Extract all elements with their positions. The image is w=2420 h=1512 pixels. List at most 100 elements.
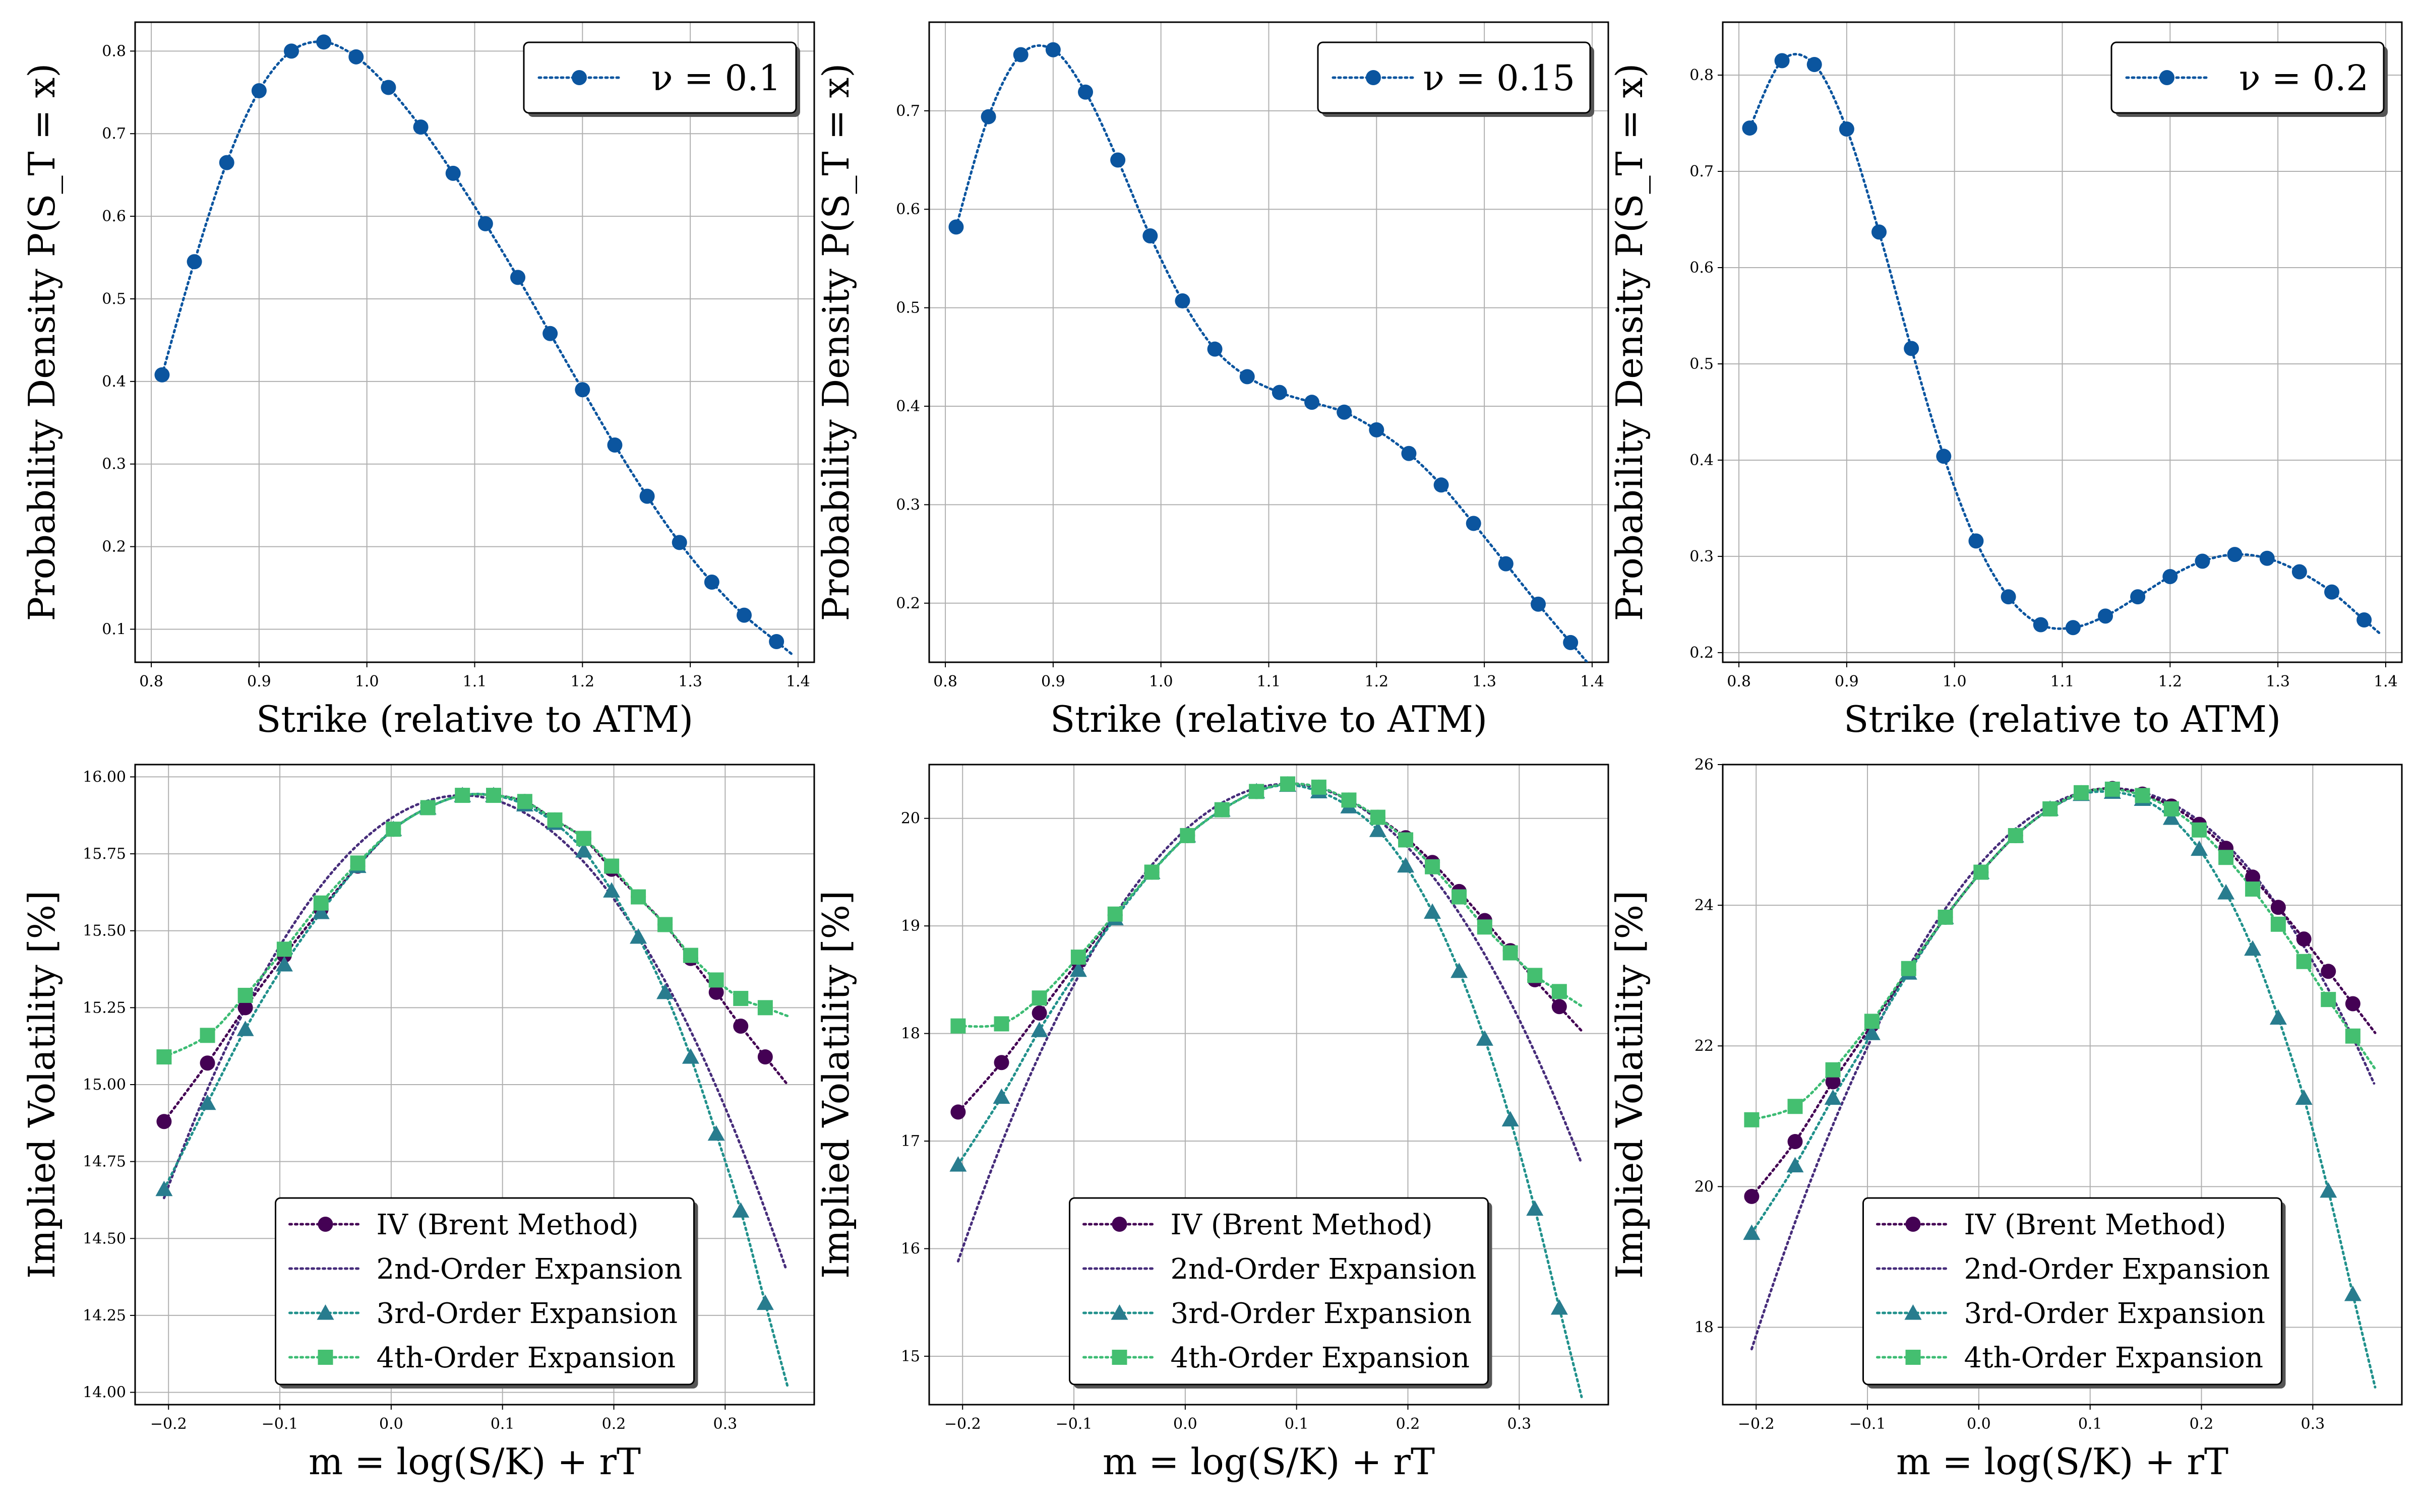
y-tick-label: 14.50 <box>83 1230 126 1247</box>
fourth-order-point <box>1477 919 1492 935</box>
y-tick-label: 16.00 <box>83 768 126 786</box>
y-tick-label: 20 <box>1695 1178 1714 1195</box>
third-order-point <box>993 1088 1010 1104</box>
fourth-order-point <box>237 987 253 1003</box>
legend-marker <box>1905 1350 1921 1365</box>
y-tick-label: 14.75 <box>83 1153 126 1171</box>
density-point <box>1531 596 1546 612</box>
fourth-order-point <box>1370 809 1385 825</box>
legend-label: ν = 0.15 <box>1423 57 1575 99</box>
y-tick-label: 0.3 <box>102 456 126 473</box>
legend-marker <box>572 70 587 85</box>
chart-panel-bottom-left: −0.2 −0.1 0.0 0.1 0.2 0.3 14.00 14.25 14.50 14.75… <box>21 764 815 1483</box>
density-point <box>1239 369 1255 385</box>
fourth-order-point <box>1451 889 1467 905</box>
fourth-order-point <box>1787 1099 1803 1114</box>
plot-frame <box>1722 764 2403 1406</box>
fourth-order-point <box>1341 792 1357 808</box>
legend-marker <box>1112 1350 1127 1365</box>
third-order-point <box>1424 903 1441 919</box>
legend-label: 3rd-Order Expansion <box>1171 1297 1472 1330</box>
density-point <box>1175 293 1190 308</box>
fourth-order-point <box>2008 828 2023 843</box>
x-tick-label: −0.1 <box>1056 1415 1093 1433</box>
x-tick-label: 1.1 <box>463 673 487 690</box>
x-tick-label: 1.0 <box>355 673 379 690</box>
density-point <box>2065 620 2081 636</box>
fourth-order-point <box>2042 801 2058 816</box>
density-point <box>1013 47 1028 62</box>
y-tick-label: 16 <box>901 1240 920 1258</box>
density-point <box>348 49 364 65</box>
density-point <box>2259 550 2275 566</box>
iv-brent-point <box>1032 1005 1047 1021</box>
density-point <box>769 634 784 650</box>
fourth-order-point <box>1901 961 1916 976</box>
density-point <box>284 43 299 59</box>
x-tick-label: 0.0 <box>1173 1415 1197 1433</box>
x-tick-label: 0.8 <box>933 673 957 690</box>
chart-panel-bottom-middle: −0.2 −0.1 0.0 0.1 0.2 0.3 15 16 17 18 19 20 m = log(… <box>815 764 1609 1483</box>
third-order-point <box>312 904 330 919</box>
legend-label: 4th-Order Expansion <box>377 1342 676 1374</box>
third-order-point <box>603 882 621 898</box>
fourth-order-point <box>2245 881 2261 897</box>
legend-label: 3rd-Order Expansion <box>377 1297 678 1330</box>
legend-box <box>1862 1197 2282 1385</box>
iv-brent-point <box>2270 900 2286 915</box>
fourth-order-point <box>455 788 470 803</box>
fourth-order-point <box>1311 779 1326 795</box>
x-tick-label: 0.1 <box>2078 1415 2102 1433</box>
third-order-point <box>707 1125 725 1141</box>
y-tick-label: 0.6 <box>1689 259 1714 277</box>
x-tick-label: 1.0 <box>1149 673 1173 690</box>
density-point <box>2195 553 2210 569</box>
y-tick-label: 26 <box>1695 756 1714 774</box>
x-tick-label: 0.8 <box>139 673 163 690</box>
density-point <box>1433 477 1449 493</box>
iv-brent-point <box>950 1104 966 1120</box>
iv-brent-line <box>956 782 1583 1113</box>
density-point <box>1904 341 1919 356</box>
x-tick-label: 0.1 <box>491 1415 515 1433</box>
third-order-point <box>2295 1089 2313 1105</box>
third-order-point <box>2269 1009 2287 1025</box>
density-line <box>161 40 794 656</box>
chart-panel-top-right: 0.8 0.9 1.0 1.1 1.2 1.3 1.4 0.2 0.3 0.4 0.5 0.6 0.7 0… <box>1608 21 2403 740</box>
chart-panel-bottom-right: −0.2 −0.1 0.0 0.1 0.2 0.3 18 20 22 24 26 m = log(S/… <box>1608 756 2403 1483</box>
x-tick-label: −0.2 <box>944 1415 981 1433</box>
density-point <box>219 155 234 170</box>
legend-marker <box>317 1304 334 1320</box>
y-tick-label: 20 <box>901 810 920 828</box>
density-point <box>381 80 396 95</box>
plot-frame <box>928 764 1609 1406</box>
y-tick-label: 0.5 <box>102 290 126 308</box>
fourth-order-point <box>517 794 532 809</box>
fourth-order-point <box>1144 864 1160 880</box>
fourth-order-point <box>708 972 724 988</box>
fourth-order-point <box>1398 832 1414 848</box>
fourth-order-point <box>757 1000 773 1016</box>
y-tick-label: 14.00 <box>83 1384 126 1402</box>
density-point <box>1272 385 1287 400</box>
x-tick-label: 1.2 <box>570 673 594 690</box>
x-axis-label: Strike (relative to ATM) <box>256 698 693 740</box>
series-group <box>948 42 1588 662</box>
y-tick-label: 0.3 <box>896 496 920 514</box>
density-point <box>2227 547 2243 562</box>
density-point <box>607 437 623 453</box>
density-point <box>704 575 719 590</box>
third-order-point <box>1369 822 1386 837</box>
fourth-order-point <box>386 822 401 837</box>
third-order-point <box>575 842 592 858</box>
y-axis-label: Implied Volatility [%] <box>815 891 857 1279</box>
density-point <box>2098 608 2113 624</box>
legend-marker <box>2159 70 2174 85</box>
x-tick-label: 0.9 <box>1041 673 1065 690</box>
density-point <box>316 34 332 50</box>
legend-box <box>2110 41 2385 114</box>
density-point <box>2324 584 2340 600</box>
iv-brent-point <box>2245 869 2261 885</box>
fourth-order-point <box>1107 906 1123 922</box>
x-tick-label: 0.9 <box>247 673 271 690</box>
